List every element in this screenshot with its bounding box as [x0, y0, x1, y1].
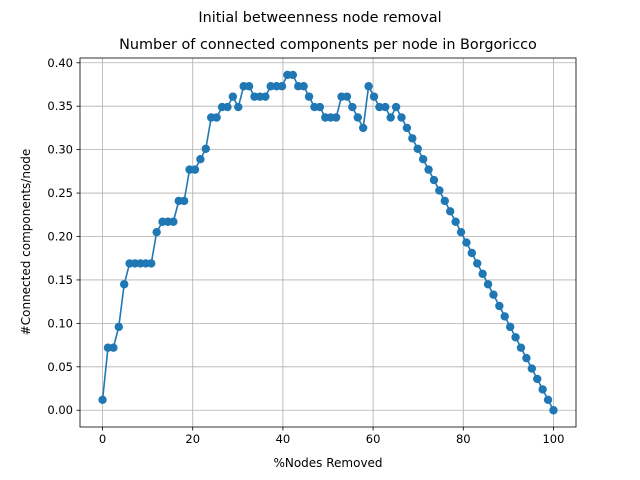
data-point: [201, 144, 210, 153]
plot-area: [98, 70, 558, 415]
data-point: [522, 353, 531, 363]
data-point: [315, 102, 325, 112]
data-point: [527, 364, 537, 373]
y-tick-label: 0.10: [47, 316, 73, 330]
data-point: [266, 82, 275, 91]
data-point: [467, 248, 477, 258]
data-point: [196, 155, 205, 164]
data-point: [549, 406, 558, 415]
chart-subtitle: Number of connected components per node …: [119, 37, 537, 53]
data-point: [348, 102, 357, 112]
data-point: [353, 113, 362, 122]
data-point: [147, 259, 156, 268]
x-tick-label: 20: [185, 432, 200, 446]
data-point: [386, 113, 395, 122]
data-point: [228, 92, 238, 101]
data-point: [364, 82, 373, 91]
data-point: [408, 134, 417, 143]
data-point: [424, 165, 433, 174]
x-tick-label: 0: [99, 432, 106, 446]
x-tick-label: 80: [456, 432, 471, 446]
y-tick-label: 0.15: [47, 273, 73, 287]
data-point: [462, 238, 471, 247]
x-tick-label: 40: [276, 432, 291, 446]
data-point: [277, 82, 287, 91]
y-tick-label: 0.05: [47, 360, 73, 374]
x-axis-label: %Nodes Removed: [273, 456, 382, 470]
data-point: [516, 343, 526, 352]
data-point: [397, 113, 406, 122]
data-point: [538, 385, 547, 394]
data-point: [358, 123, 368, 133]
data-point: [331, 113, 341, 122]
chart-title: Initial betweenness node removal: [198, 10, 441, 26]
data-point: [489, 290, 498, 299]
data-point: [375, 102, 384, 112]
data-point: [451, 217, 460, 226]
data-point: [381, 102, 390, 112]
data-point: [261, 92, 270, 101]
data-point: [543, 395, 553, 405]
data-point: [533, 374, 542, 384]
data-point: [212, 113, 221, 122]
y-tick-label: 0.30: [47, 143, 73, 157]
axes-frame: [79, 57, 577, 428]
data-point: [391, 102, 401, 112]
y-axis-label: #Connected components/node: [19, 149, 33, 336]
data-point: [435, 186, 444, 195]
data-point: [152, 227, 161, 237]
data-point: [413, 144, 422, 153]
data-point: [169, 217, 178, 226]
x-tick-label: 100: [542, 432, 564, 446]
data-point: [429, 175, 439, 185]
data-point: [505, 322, 515, 332]
data-point: [500, 312, 509, 321]
data-point: [418, 155, 428, 164]
axes: 0 20 40 60 80 100 0.00 0.05 0.10 0.15 0.20 0.25 0.30…: [47, 56, 577, 446]
data-point: [478, 269, 487, 279]
data-point: [223, 102, 232, 112]
data-point: [119, 280, 129, 289]
data-point: [369, 92, 379, 101]
data-point: [234, 102, 243, 112]
data-point: [109, 343, 118, 352]
data-point: [244, 82, 254, 91]
data-point: [179, 196, 189, 206]
data-point: [98, 395, 107, 405]
data-point: [402, 123, 412, 133]
y-tick-label: 0.40: [47, 56, 73, 70]
y-tick-label: 0.00: [47, 403, 73, 417]
data-point: [440, 196, 449, 206]
y-tick-label: 0.25: [47, 186, 73, 200]
data-point: [288, 70, 298, 80]
y-tick-label: 0.20: [47, 230, 73, 244]
data-point: [473, 259, 482, 268]
data-point: [299, 82, 308, 91]
data-point: [190, 165, 200, 174]
y-tick-label: 0.35: [47, 99, 73, 113]
data-point: [483, 280, 493, 289]
data-point: [304, 92, 314, 101]
data-point: [114, 322, 123, 332]
data-point: [456, 227, 466, 237]
data-point: [511, 333, 520, 342]
data-point: [446, 207, 455, 216]
data-point: [342, 92, 352, 101]
x-tick-label: 60: [366, 432, 381, 446]
data-point: [495, 301, 504, 311]
